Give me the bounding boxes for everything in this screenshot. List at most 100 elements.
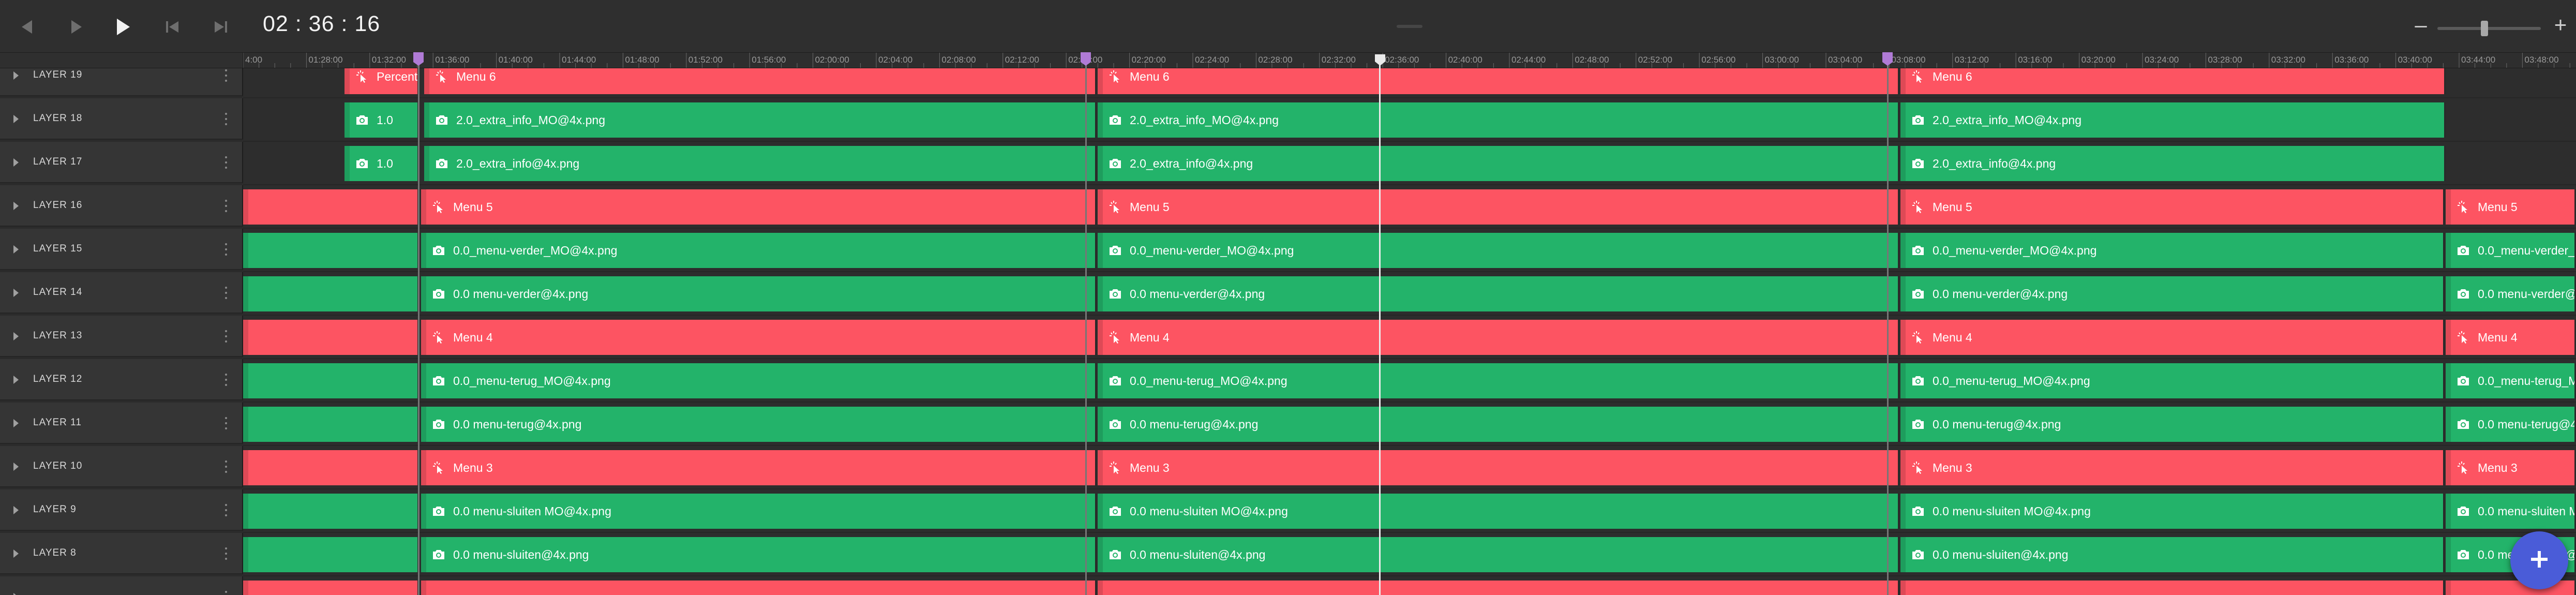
marker-flag[interactable] [1080,52,1091,66]
image-clip[interactable]: 0.0 menu-terug@4x.png [421,407,1097,442]
clip-trim-handle[interactable] [2446,494,2451,529]
clip-trim-handle[interactable] [421,320,426,355]
clip-trim-handle[interactable] [1098,494,1103,529]
clip-trim-handle[interactable] [421,494,426,529]
clip-trim-handle[interactable] [421,276,426,311]
clip-trim-handle[interactable] [421,537,426,572]
menu-clip[interactable]: Menu 3 [1900,450,2445,485]
clip-trim-handle[interactable] [243,233,248,268]
image-clip[interactable]: 0.0 menu-terug@4x.png [2446,407,2576,442]
image-clip[interactable]: 2.0_extra_info@4x.png [1900,146,2446,181]
expand-arrow-icon[interactable] [13,289,19,297]
clip-trim-handle[interactable] [1098,189,1103,225]
image-clip[interactable]: 0.0_menu-terug_MO@4x.png [1098,363,1899,398]
kebab-menu-icon[interactable] [222,326,230,347]
expand-arrow-icon[interactable] [13,376,19,384]
clip-trim-handle[interactable] [421,233,426,268]
clip-trim-handle[interactable] [421,363,426,398]
layer-header[interactable]: LAYER 10 [0,446,243,487]
layer-lane[interactable]: 0.0 menu-sluiten@4x.png 0.0 menu-sluiten@… [243,533,2576,576]
layer-header[interactable]: LAYER 9 [0,489,243,531]
image-clip[interactable] [243,363,419,398]
menu-clip[interactable]: Percentage [345,68,419,94]
layer-lane[interactable]: 1.0 2.0_extra_info_MO@4x.png 2.0_extra_inf… [243,98,2576,142]
layer-lane[interactable]: 0.0_menu-terug_MO@4x.png 0.0_menu-terug_M… [243,359,2576,403]
layer-header[interactable]: LAYER 16 [0,185,243,227]
layer-header[interactable]: LAYER 11 [0,403,243,444]
layer-header[interactable]: LAYER 18 [0,98,243,140]
layer-header[interactable] [0,576,243,595]
kebab-menu-icon[interactable] [222,282,230,303]
clip-trim-handle[interactable] [2446,276,2451,311]
clip-trim-handle[interactable] [1098,537,1103,572]
clip-trim-handle[interactable] [1900,494,1906,529]
menu-clip[interactable]: Menu 5 [1900,189,2445,225]
expand-arrow-icon[interactable] [13,549,19,558]
image-clip[interactable]: 0.0 menu-sluiten MO@4x.png [1098,494,1899,529]
menu-clip[interactable] [243,320,419,355]
image-clip[interactable] [243,233,419,268]
clip-trim-handle[interactable] [1900,233,1906,268]
step-back-button[interactable] [9,9,46,44]
image-clip[interactable]: 0.0 menu-terug@4x.png [1900,407,2445,442]
layer-header[interactable]: LAYER 13 [0,316,243,357]
image-clip[interactable]: 0.0_menu-verder_MO@4x.png [1098,233,1899,268]
image-clip[interactable]: 0.0_menu-verder_MO@4x.png [1900,233,2445,268]
expand-arrow-icon[interactable] [13,593,19,595]
clip-trim-handle[interactable] [421,450,426,485]
clip-trim-handle[interactable] [243,450,248,485]
zoom-out-button[interactable]: – [2415,12,2427,37]
kebab-menu-icon[interactable] [222,152,230,173]
image-clip[interactable]: 0.0 menu-sluiten MO@4x.png [421,494,1097,529]
image-clip[interactable]: 0.0 menu-sluiten MO@4x.png [2446,494,2576,529]
marker-flag[interactable] [413,52,424,66]
menu-clip[interactable]: Menu 3 [2446,450,2576,485]
layer-header[interactable]: LAYER 19 [0,68,243,96]
clip-trim-handle[interactable] [2446,450,2451,485]
clip-trim-handle[interactable] [243,276,248,311]
clip-trim-handle[interactable] [1900,581,1906,595]
clip-trim-handle[interactable] [2446,189,2451,225]
clip-trim-handle[interactable] [424,102,429,138]
image-clip[interactable]: 2.0_extra_info_MO@4x.png [1098,102,1899,138]
layer-lane[interactable]: 0.0_menu-verder_MO@4x.png 0.0_menu-verder… [243,229,2576,272]
clip-trim-handle[interactable] [243,581,248,595]
image-clip[interactable]: 0.0 menu-verder@4x.png [2446,276,2576,311]
image-clip[interactable]: 2.0_extra_info@4x.png [424,146,1097,181]
menu-clip[interactable] [243,581,419,595]
expand-arrow-icon[interactable] [13,115,19,123]
image-clip[interactable] [243,537,419,572]
clip-trim-handle[interactable] [2446,537,2451,572]
kebab-menu-icon[interactable] [222,456,230,477]
clip-trim-handle[interactable] [1098,450,1103,485]
playhead-line[interactable] [1379,61,1381,595]
kebab-menu-icon[interactable] [222,109,230,129]
layer-lane[interactable]: Menu 3 Menu 3 Menu 3 Menu 3 [243,446,2576,489]
menu-clip[interactable]: Menu 4 [1900,320,2445,355]
image-clip[interactable]: 0.0_menu-verder_MO@4x.png [421,233,1097,268]
menu-clip[interactable] [1900,581,2445,595]
clip-trim-handle[interactable] [243,494,248,529]
playhead-handle[interactable] [1374,54,1386,66]
clip-trim-handle[interactable] [1098,68,1103,94]
expand-arrow-icon[interactable] [13,71,19,80]
zoom-slider-thumb[interactable] [2481,21,2488,36]
clip-trim-handle[interactable] [345,146,350,181]
layer-lane[interactable]: 1.0 2.0_extra_info@4x.png 2.0_extra_info@4… [243,142,2576,185]
clip-trim-handle[interactable] [1098,407,1103,442]
menu-clip[interactable] [243,189,419,225]
kebab-menu-icon[interactable] [222,413,230,434]
clip-trim-handle[interactable] [1098,581,1103,595]
clip-trim-handle[interactable] [1098,233,1103,268]
clip-trim-handle[interactable] [2446,407,2451,442]
menu-clip[interactable]: Menu 5 [421,189,1097,225]
image-clip[interactable]: 2.0_extra_info_MO@4x.png [1900,102,2446,138]
image-clip[interactable]: 0.0_menu-terug_MO@4x.png [421,363,1097,398]
clip-trim-handle[interactable] [424,146,429,181]
clip-trim-handle[interactable] [1900,68,1906,94]
jump-to-end-button[interactable] [203,9,239,44]
image-clip[interactable]: 0.0 menu-verder@4x.png [1098,276,1899,311]
menu-clip[interactable]: Menu 3 [1098,450,1899,485]
kebab-menu-icon[interactable] [222,500,230,520]
zoom-in-button[interactable]: + [2554,12,2567,37]
